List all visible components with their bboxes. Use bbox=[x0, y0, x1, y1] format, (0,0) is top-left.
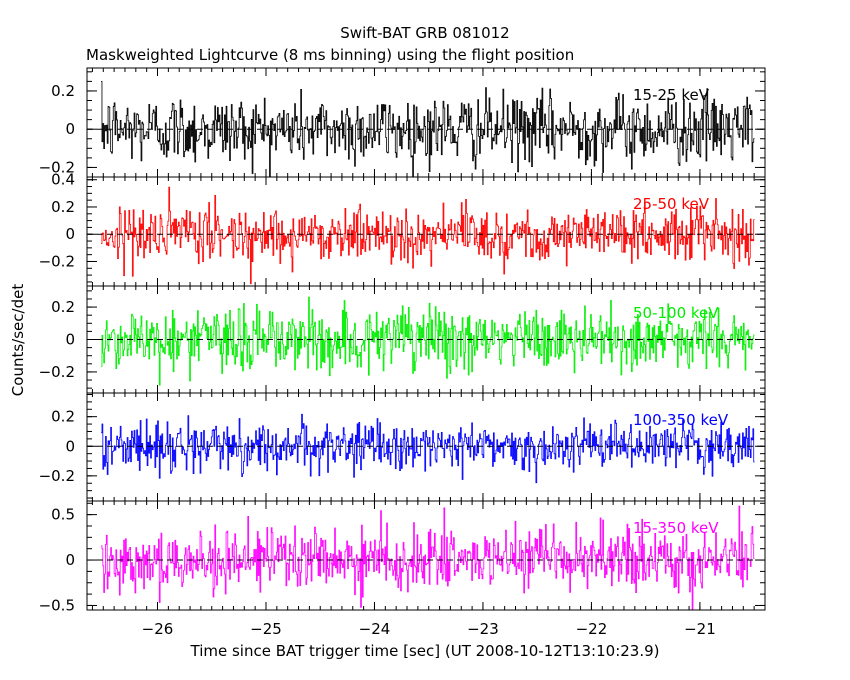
chart-subtitle: Maskweighted Lightcurve (8 ms binning) u… bbox=[86, 46, 574, 64]
y-tick-label: 0 bbox=[65, 225, 75, 243]
series-line-4 bbox=[101, 413, 755, 484]
x-tick-label: −21 bbox=[684, 620, 716, 638]
x-tick-label: −26 bbox=[142, 620, 174, 638]
series-line-1 bbox=[101, 81, 755, 177]
y-tick-label: −0.2 bbox=[39, 467, 75, 485]
series-line-2 bbox=[101, 186, 755, 285]
x-tick-label: −23 bbox=[467, 620, 499, 638]
band-label: 50-100 keV bbox=[633, 304, 719, 322]
y-tick-label: 0.2 bbox=[51, 408, 75, 426]
panel-3: −0.2 0 0.2 50-100 keV bbox=[39, 285, 766, 394]
band-label: 15-25 keV bbox=[633, 86, 710, 104]
series-line-3 bbox=[101, 296, 755, 386]
x-axis-label: Time since BAT trigger time [sec] (UT 20… bbox=[190, 642, 660, 660]
panel-2: −0.2 0 0.2 0.4 25-50 keV bbox=[39, 171, 766, 287]
panel-5: −0.5 0 0.5 15-350 keV bbox=[39, 500, 766, 614]
y-tick-label: −0.2 bbox=[39, 363, 75, 381]
y-tick-label: 0.5 bbox=[51, 506, 75, 524]
y-tick-label: 0 bbox=[65, 551, 75, 569]
band-label: 100-350 keV bbox=[633, 411, 729, 429]
y-tick-label: 0 bbox=[65, 331, 75, 349]
y-tick-label: −0.2 bbox=[39, 252, 75, 270]
y-tick-label: 0 bbox=[65, 120, 75, 138]
panel-frame bbox=[86, 500, 766, 611]
panels-group: −0.200.2 15-25 keV−0.200.20.425-50 keV−0.… bbox=[39, 67, 766, 638]
y-tick-label: 0.2 bbox=[51, 298, 75, 316]
y-tick-label: 0 bbox=[65, 437, 75, 455]
y-tick-label: 0.2 bbox=[51, 82, 75, 100]
y-tick-label: 0.4 bbox=[51, 171, 75, 189]
y-tick-label: 0.2 bbox=[51, 198, 75, 216]
y-axis-label: Counts/sec/det bbox=[9, 284, 27, 397]
y-tick-label: −0.5 bbox=[39, 596, 75, 614]
chart-title: Swift-BAT GRB 081012 bbox=[340, 24, 509, 42]
y-tick-label: −0.2 bbox=[39, 158, 75, 176]
band-label: 25-50 keV bbox=[633, 195, 710, 213]
band-label: 15-350 keV bbox=[633, 519, 719, 537]
x-tick-label: −25 bbox=[250, 620, 282, 638]
x-tick-label: −24 bbox=[359, 620, 391, 638]
panel-1: −0.2 0 0.2 15-25 keV bbox=[39, 67, 766, 178]
series-line-5 bbox=[101, 505, 755, 610]
x-tick-label: −22 bbox=[576, 620, 608, 638]
panel-4: −0.2 0 0.2 100-350 keV bbox=[39, 392, 766, 502]
